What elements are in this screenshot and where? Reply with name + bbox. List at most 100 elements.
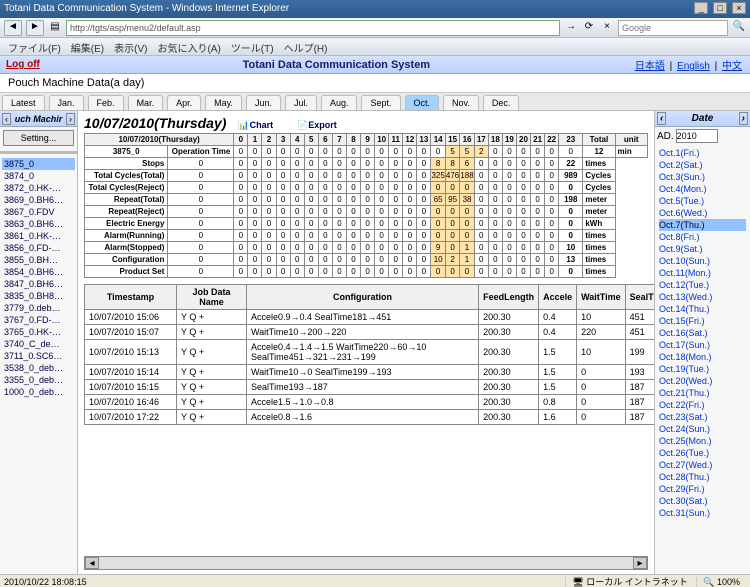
date-item[interactable]: Oct.22(Fri.) (659, 399, 746, 411)
date-item[interactable]: Oct.21(Thu.) (659, 387, 746, 399)
date-item[interactable]: Oct.15(Fri.) (659, 315, 746, 327)
address-bar[interactable] (66, 20, 560, 36)
tab-jun[interactable]: Jun. (246, 95, 281, 110)
machine-item[interactable]: 3854_0.BH6… (2, 266, 75, 278)
machine-item[interactable]: 3874_0 (2, 170, 75, 182)
menu-favorites[interactable]: お気に入り(A) (157, 40, 220, 53)
date-item[interactable]: Oct.11(Mon.) (659, 267, 746, 279)
stop-icon[interactable]: × (600, 21, 614, 35)
menu-help[interactable]: ヘルプ(H) (284, 40, 328, 53)
tab-sept[interactable]: Sept. (361, 95, 400, 110)
machine-item[interactable]: 3711_0.SC6… (2, 350, 75, 362)
setting-button[interactable]: Setting... (3, 130, 74, 146)
date-item[interactable]: Oct.24(Sun.) (659, 423, 746, 435)
machine-item[interactable]: 3767_0.FD-… (2, 314, 75, 326)
cfg-row[interactable]: 10/07/2010 15:14Y Q +WaitTime10→0 SealTi… (85, 365, 655, 380)
machine-item[interactable]: 3861_0.HK-… (2, 230, 75, 242)
cfg-row[interactable]: 10/07/2010 15:13Y Q +Accele0.4→1.4→1.5 W… (85, 340, 655, 365)
machine-item[interactable]: 3765_0.HK-… (2, 326, 75, 338)
machine-item[interactable]: 3538_0_deb… (2, 362, 75, 374)
machine-next[interactable]: › (66, 113, 75, 125)
horizontal-scrollbar[interactable]: ◂ ▸ (84, 556, 648, 570)
cfg-row[interactable]: 10/07/2010 15:07Y Q +WaitTime10→200→2202… (85, 325, 655, 340)
date-item[interactable]: Oct.19(Tue.) (659, 363, 746, 375)
cfg-row[interactable]: 10/07/2010 15:15Y Q +SealTime193→187200.… (85, 380, 655, 395)
cfg-row[interactable]: 10/07/2010 15:06Y Q +Accele0.9→0.4 SealT… (85, 310, 655, 325)
tab-jul[interactable]: Jul. (285, 95, 317, 110)
date-item[interactable]: Oct.8(Fri.) (659, 231, 746, 243)
scroll-right-button[interactable]: ▸ (633, 557, 647, 569)
date-item[interactable]: Oct.10(Sun.) (659, 255, 746, 267)
tab-dec[interactable]: Dec. (483, 95, 520, 110)
chart-button[interactable]: 📊Chart (238, 120, 283, 130)
menu-view[interactable]: 表示(V) (114, 40, 147, 53)
date-item[interactable]: Oct.12(Tue.) (659, 279, 746, 291)
machine-item[interactable]: 3872_0.HK-… (2, 182, 75, 194)
machine-item[interactable]: 3740_C_de… (2, 338, 75, 350)
tab-apr[interactable]: Apr. (167, 95, 201, 110)
date-item[interactable]: Oct.17(Sun.) (659, 339, 746, 351)
date-item[interactable]: Oct.25(Mon.) (659, 435, 746, 447)
machine-item[interactable]: 3856_0.FD-… (2, 242, 75, 254)
date-prev[interactable]: ‹ (657, 112, 666, 125)
date-item[interactable]: Oct.23(Sat.) (659, 411, 746, 423)
date-item[interactable]: Oct.3(Sun.) (659, 171, 746, 183)
machine-item[interactable]: 3847_0.BH6… (2, 278, 75, 290)
date-item[interactable]: Oct.2(Sat.) (659, 159, 746, 171)
ad-year-input[interactable] (676, 129, 718, 143)
scroll-left-button[interactable]: ◂ (85, 557, 99, 569)
date-item[interactable]: Oct.16(Sat.) (659, 327, 746, 339)
date-item[interactable]: Oct.14(Thu.) (659, 303, 746, 315)
tab-jan[interactable]: Jan. (49, 95, 84, 110)
machine-item[interactable]: 3779_0.deb… (2, 302, 75, 314)
export-button[interactable]: 📄Export (297, 120, 347, 130)
forward-button[interactable]: ► (26, 20, 44, 36)
date-next[interactable]: › (739, 112, 748, 125)
tab-may[interactable]: May. (205, 95, 242, 110)
date-item[interactable]: Oct.5(Tue.) (659, 195, 746, 207)
machine-prev[interactable]: ‹ (2, 113, 11, 125)
cfg-row[interactable]: 10/07/2010 17:22Y Q +Accele0.8→1.6200.30… (85, 410, 655, 425)
machine-item[interactable]: 3875_0 (2, 158, 75, 170)
cfg-row[interactable]: 10/07/2010 16:46Y Q +Accele1.5→1.0→0.820… (85, 395, 655, 410)
menu-tools[interactable]: ツール(T) (231, 40, 274, 53)
menu-file[interactable]: ファイル(F) (8, 40, 61, 53)
tab-aug[interactable]: Aug. (321, 95, 358, 110)
date-item[interactable]: Oct.27(Wed.) (659, 459, 746, 471)
date-item[interactable]: Oct.26(Tue.) (659, 447, 746, 459)
machine-item[interactable]: 1000_0_deb… (2, 386, 75, 398)
date-item[interactable]: Oct.7(Thu.) (659, 219, 746, 231)
tab-mar[interactable]: Mar. (128, 95, 164, 110)
back-button[interactable]: ◄ (4, 20, 22, 36)
machine-item[interactable]: 3835_0.BH8… (2, 290, 75, 302)
date-item[interactable]: Oct.28(Thu.) (659, 471, 746, 483)
logoff-link[interactable]: Log off (6, 59, 40, 70)
tab-latest[interactable]: Latest (2, 95, 45, 110)
machine-item[interactable]: 3855_0.BH… (2, 254, 75, 266)
status-zoom[interactable]: 🔍 100% (696, 577, 746, 587)
minimize-button[interactable]: _ (694, 2, 708, 14)
search-icon[interactable]: 🔍 (732, 21, 746, 35)
date-item[interactable]: Oct.6(Wed.) (659, 207, 746, 219)
tab-oct[interactable]: Oct. (405, 95, 440, 110)
go-icon[interactable]: → (564, 21, 578, 35)
date-item[interactable]: Oct.18(Mon.) (659, 351, 746, 363)
date-item[interactable]: Oct.31(Sun.) (659, 507, 746, 519)
date-item[interactable]: Oct.13(Wed.) (659, 291, 746, 303)
date-item[interactable]: Oct.4(Mon.) (659, 183, 746, 195)
machine-item[interactable]: 3355_0_deb… (2, 374, 75, 386)
date-item[interactable]: Oct.20(Wed.) (659, 375, 746, 387)
refresh-icon[interactable]: ⟳ (582, 21, 596, 35)
date-item[interactable]: Oct.1(Fri.) (659, 147, 746, 159)
lang-zh[interactable]: 中文 (722, 61, 742, 72)
machine-item[interactable]: 3869_0.BH6… (2, 194, 75, 206)
close-button[interactable]: × (732, 2, 746, 14)
lang-en[interactable]: English (677, 61, 710, 72)
lang-ja[interactable]: 日本語 (635, 61, 665, 72)
machine-item[interactable]: 3867_0.FDV (2, 206, 75, 218)
tab-nov[interactable]: Nov. (443, 95, 479, 110)
maximize-button[interactable]: □ (713, 2, 727, 14)
machine-item[interactable]: 3863_0.BH6… (2, 218, 75, 230)
date-item[interactable]: Oct.9(Sat.) (659, 243, 746, 255)
date-item[interactable]: Oct.30(Sat.) (659, 495, 746, 507)
